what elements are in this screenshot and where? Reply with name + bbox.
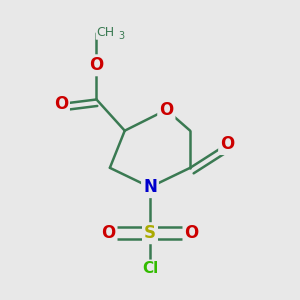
Text: O: O <box>159 101 173 119</box>
Text: O: O <box>89 56 103 74</box>
Text: N: N <box>143 178 157 196</box>
Text: O: O <box>101 224 116 242</box>
Text: CH: CH <box>96 26 115 39</box>
Text: 3: 3 <box>119 31 125 41</box>
Text: Cl: Cl <box>142 261 158 276</box>
Text: O: O <box>220 135 234 153</box>
Text: O: O <box>184 224 199 242</box>
Text: O: O <box>54 95 68 113</box>
Text: S: S <box>144 224 156 242</box>
